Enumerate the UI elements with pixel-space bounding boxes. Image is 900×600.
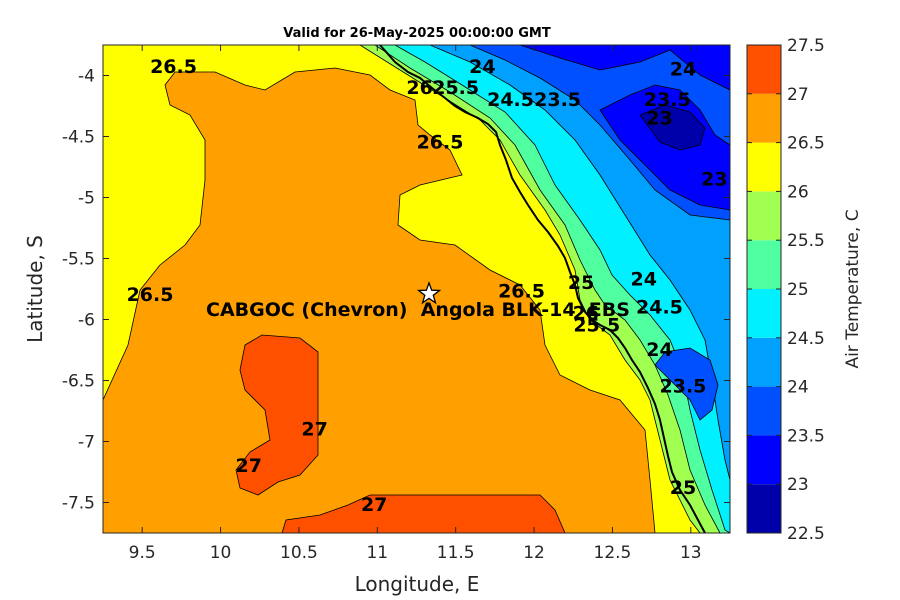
colorbar-tick-label: 23.5 [787,426,825,446]
colorbar-tick-label: 24 [787,378,809,398]
contour-label: 25 [568,272,594,294]
contour-label: 25 [670,477,696,499]
field-band-27-south [281,494,566,533]
contour-label: 26.5 [127,284,174,306]
contour-label: 23 [701,168,727,190]
contour-label: 24 [631,268,657,290]
field-band-22.5 [639,104,706,151]
x-tick-label: 10.5 [280,543,318,563]
station-name-label: CABGOC (Chevron) Angola BLK-14 EBS [206,299,630,321]
colorbar-swatch [747,240,781,289]
colorbar-tick-label: 22.5 [787,524,825,544]
colorbar-swatch [747,337,781,387]
colorbar-tick-label: 27 [787,85,809,105]
y-tick-label: -6 [78,311,95,331]
station-group: CABGOC (Chevron) Angola BLK-14 EBS [206,280,630,321]
contour-label: 24.5 [487,89,534,111]
colorbar: 22.5 23 23.5 24 24.5 25 25.5 26 26.5 27 27.5 [746,36,825,544]
y-tick-label: -7 [78,433,95,453]
colorbar-swatch [747,386,781,436]
x-tick-label: 11.5 [437,543,475,563]
contour-label: 24.5 [636,296,683,318]
y-tick-label: -5 [78,189,95,209]
contour-label: 24 [670,59,696,81]
colorbar-tick-label: 26.5 [787,134,825,154]
colorbar-tick-label: 25.5 [787,231,825,251]
colorbar-swatch [747,45,781,94]
contour-label: 25.5 [432,77,479,99]
colorbar-tick-label: 25 [787,280,809,300]
contour-label: 23 [646,107,672,129]
contour-label: 23.5 [644,89,691,111]
contour-label: 23.5 [534,89,581,111]
temperature-field [103,45,730,533]
colorbar-tick-label: 23 [787,475,809,495]
x-tick-label: 13 [680,543,702,563]
chart-title: Valid for 26-May-2025 00:00:00 GMT [283,26,551,41]
colorbar-swatch [747,435,781,485]
x-tick-label: 12 [523,543,545,563]
colorbar-swatch [747,142,781,192]
x-axis: 9.5 10 10.5 11 11.5 12 12.5 13 [129,45,702,563]
x-tick-label: 12.5 [594,543,632,563]
y-tick-label: -6.5 [62,372,95,392]
plot-frame [102,44,731,534]
y-tick-label: -7.5 [62,494,95,514]
field-band-27-pocket [235,334,319,496]
contour-label: 23.5 [660,376,707,398]
colorbar-swatch [747,289,781,338]
contour-label: 26 [573,303,599,325]
contour-label: 24 [469,56,495,78]
contour-label: 27 [301,418,327,440]
contour-label: 27 [236,455,262,477]
contour-label: 26.5 [498,281,545,303]
y-tick-label: -4.5 [62,128,95,148]
y-tick-label: -5.5 [62,250,95,270]
x-tick-label: 10 [210,543,232,563]
colorbar-swatch [747,484,781,533]
coastline [379,45,706,533]
x-tick-label: 9.5 [129,543,156,563]
x-axis-label: Longitude, E [355,572,480,596]
colorbar-label: Air Temperature, C [843,209,863,368]
colorbar-swatch [747,191,781,241]
colorbar-tick-label: 27.5 [787,36,825,56]
contour-label: 27 [361,494,387,516]
contour-label: 25.5 [573,315,620,337]
x-tick-label: 11 [366,543,388,563]
colorbar-tick-label: 24.5 [787,329,825,349]
colorbar-swatch [747,93,781,143]
colorbar-tick-label: 26 [787,182,809,202]
field-band-23 [519,45,730,211]
contour-label: 26.5 [417,132,464,154]
station-star-marker [416,280,442,305]
contour-label: 26.5 [150,56,197,78]
y-axis-label: Latitude, S [23,235,47,343]
contour-label: 26 [406,77,432,99]
y-axis: -4 -4.5 -5 -5.5 -6 -6.5 -7 -7.5 [62,67,730,514]
contour-label: 24 [646,339,672,361]
y-tick-label: -4 [78,67,95,87]
